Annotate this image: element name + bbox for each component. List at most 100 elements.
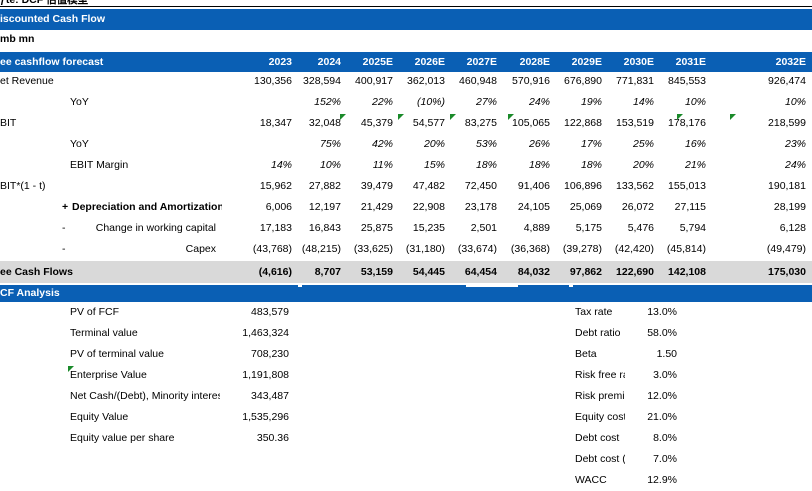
value-cell: 25,069 bbox=[569, 201, 602, 213]
assumption-label: Debt ratio bbox=[575, 327, 621, 339]
row-prefix: - bbox=[62, 243, 66, 255]
row-label: Change in working capital bbox=[95, 222, 216, 234]
analysis-item-label: Equity Value bbox=[70, 411, 129, 423]
value-cell: 20% bbox=[632, 159, 654, 171]
value-cell: 27,882 bbox=[308, 180, 341, 192]
value-cell: 24,105 bbox=[517, 201, 550, 213]
value-cell: 2030E bbox=[623, 56, 654, 68]
analysis-item: Terminal value 1,463,324 bbox=[0, 323, 812, 344]
value-cell: 460,948 bbox=[459, 75, 497, 87]
value-cell: 26% bbox=[528, 138, 550, 150]
value-cell: 190,181 bbox=[768, 180, 806, 192]
value-cell: (31,180) bbox=[405, 243, 445, 255]
comment-marker-icon bbox=[68, 366, 74, 372]
fcf-label: ee Cash Flows bbox=[0, 266, 73, 278]
value-cell: 17,183 bbox=[259, 222, 292, 234]
analysis-item-value: 708,230 bbox=[251, 348, 289, 360]
analysis-item: Equity value per share 350.36 bbox=[0, 428, 812, 449]
value-cell: 2029E bbox=[571, 56, 602, 68]
value-cell: 15% bbox=[423, 159, 445, 171]
value-cell: 23,178 bbox=[464, 201, 497, 213]
value-cell: 5,175 bbox=[575, 222, 602, 234]
value-cell: 570,916 bbox=[512, 75, 550, 87]
header-gap bbox=[569, 285, 573, 287]
assumption-item: Risk free ra 3.0% bbox=[0, 365, 812, 386]
value-cell: 122,690 bbox=[616, 266, 654, 278]
assumption-item: Equity cost 21.0% bbox=[0, 407, 812, 428]
value-cell: 18% bbox=[580, 159, 602, 171]
row-label: YoY bbox=[70, 138, 89, 150]
analysis-item-value: 1,191,808 bbox=[242, 369, 289, 381]
value-cell bbox=[244, 92, 292, 113]
value-cell: 6,006 bbox=[265, 201, 292, 213]
assumption-value: 12.0% bbox=[647, 390, 677, 402]
assumption-item: Debt cost 8.0% bbox=[0, 428, 812, 449]
value-cell: (48,215) bbox=[301, 243, 341, 255]
value-cell: 362,013 bbox=[407, 75, 445, 87]
value-cell: 27% bbox=[475, 96, 497, 108]
value-cell: (43,768) bbox=[252, 243, 292, 255]
value-cell: 2023 bbox=[268, 56, 292, 68]
value-cell: 53,159 bbox=[360, 266, 393, 278]
assumption-value: 7.0% bbox=[653, 453, 677, 465]
value-cell: 27,115 bbox=[674, 201, 706, 213]
value-cell: (36,368) bbox=[510, 243, 550, 255]
value-cell: 14% bbox=[270, 159, 292, 171]
unit-label: mb mn bbox=[0, 33, 35, 45]
value-cell: 4,889 bbox=[523, 222, 550, 234]
value-cell: 21,429 bbox=[360, 201, 393, 213]
forecast-label: ee cashflow forecast bbox=[0, 56, 104, 68]
assumption-label: Debt cost (/ bbox=[575, 453, 625, 465]
comment-marker-icon bbox=[398, 114, 404, 120]
row-label: BIT bbox=[0, 117, 17, 129]
value-cell: 21% bbox=[684, 159, 706, 171]
value-cell: 845,553 bbox=[668, 75, 706, 87]
comment-marker-icon bbox=[508, 114, 514, 120]
value-cell: 39,479 bbox=[360, 180, 393, 192]
analysis-item: Net Cash/(Debt), Minority interest 343,48… bbox=[0, 386, 812, 407]
value-cell: 18% bbox=[528, 159, 550, 171]
comment-marker-icon bbox=[730, 114, 736, 120]
value-cell: (42,420) bbox=[614, 243, 654, 255]
assumption-value: 21.0% bbox=[647, 411, 677, 423]
value-cell: 2026E bbox=[414, 56, 445, 68]
table-row: - Change in working capital 17,183 16,843 25… bbox=[0, 218, 812, 239]
value-cell: 64,454 bbox=[464, 266, 497, 278]
value-cell: 47,482 bbox=[412, 180, 445, 192]
row-label: YoY bbox=[70, 96, 89, 108]
top-note: ƒte: DCF 估值模型 bbox=[0, 0, 812, 6]
assumption-value: 3.0% bbox=[653, 369, 677, 381]
value-cell: 106,896 bbox=[564, 180, 602, 192]
value-cell: 400,917 bbox=[355, 75, 393, 87]
assumption-item: Beta 1.50 bbox=[0, 344, 812, 365]
value-cell: 25% bbox=[632, 138, 654, 150]
comment-marker-icon bbox=[340, 114, 346, 120]
forecast-header: ee cashflow forecast 2023 2024 2025E 2026E 20… bbox=[0, 52, 812, 72]
value-cell: 2032E bbox=[775, 56, 806, 68]
value-cell: (39,278) bbox=[562, 243, 602, 255]
value-cell: 218,599 bbox=[768, 117, 806, 129]
value-cell: 2024 bbox=[317, 56, 341, 68]
table-row: YoY 75% 42% 20% 53% 26% 17% 25% 16% 23% bbox=[0, 134, 812, 155]
top-rule bbox=[0, 6, 812, 7]
top-note-text: ƒte: DCF 估值模型 bbox=[0, 0, 89, 6]
assumption-label: Risk premiu bbox=[575, 390, 625, 402]
value-cell: 18% bbox=[475, 159, 497, 171]
value-cell: 25,875 bbox=[360, 222, 393, 234]
value-cell: 18,347 bbox=[259, 117, 292, 129]
value-cell: 16,843 bbox=[308, 222, 341, 234]
value-cell: (33,674) bbox=[457, 243, 497, 255]
analysis-label: CF Analysis bbox=[0, 287, 60, 299]
value-cell: 91,406 bbox=[517, 180, 550, 192]
value-cell: 5,794 bbox=[679, 222, 706, 234]
value-cell: 328,594 bbox=[303, 75, 341, 87]
analysis-item-label: Equity value per share bbox=[70, 432, 175, 444]
assumption-value: 13.0% bbox=[647, 306, 677, 318]
assumption-value: 8.0% bbox=[653, 432, 677, 444]
analysis-item-value: 350.36 bbox=[256, 432, 289, 444]
value-cell: 10% bbox=[784, 96, 806, 108]
value-cell: 2027E bbox=[466, 56, 497, 68]
value-cell: 24% bbox=[528, 96, 550, 108]
assumption-label: Beta bbox=[575, 348, 597, 360]
value-cell: (45,814) bbox=[666, 243, 706, 255]
